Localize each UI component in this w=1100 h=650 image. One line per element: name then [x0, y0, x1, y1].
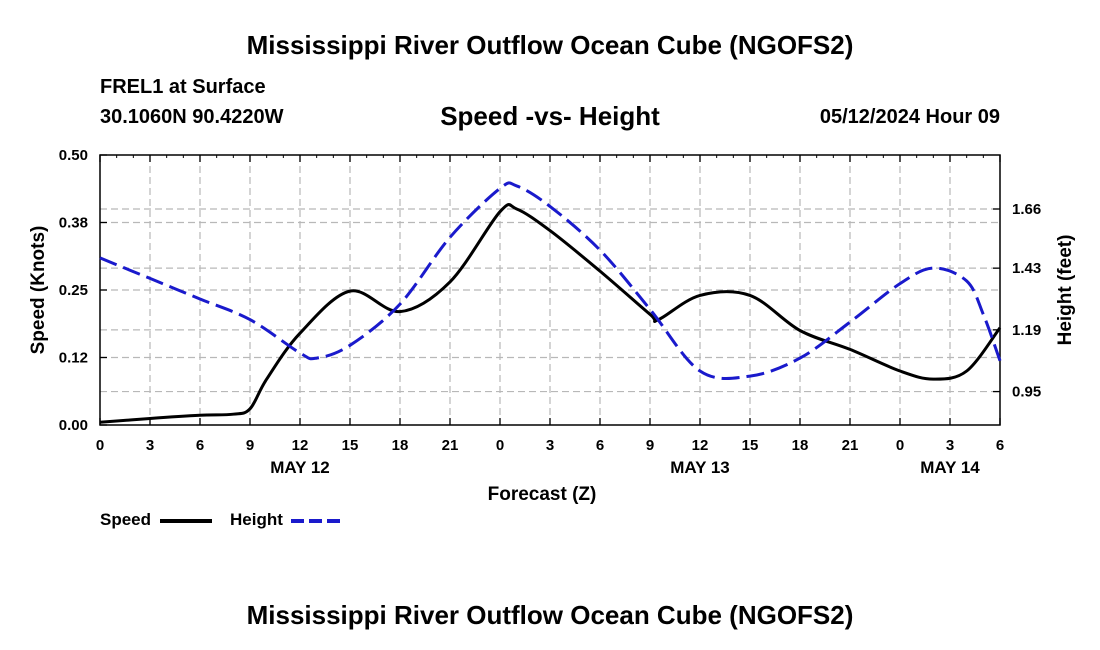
series-lines	[99, 181, 1002, 424]
x-tick-label: 3	[946, 437, 954, 454]
coordinates-label: 30.1060N 90.4220W	[100, 106, 284, 128]
x-tick-label: 18	[792, 437, 809, 454]
x-tick-label: 6	[196, 437, 204, 454]
station-label: FREL1 at Surface	[100, 76, 266, 98]
y-tick-label-left: 0.38	[59, 215, 88, 232]
x-tick-label: 21	[842, 437, 859, 454]
x-tick-label: 18	[392, 437, 409, 454]
y-tick-label-left: 0.25	[59, 282, 88, 299]
x-tick-label: 0	[496, 437, 504, 454]
x-tick-label: 6	[596, 437, 604, 454]
date-label: MAY 14	[920, 458, 980, 477]
y-tick-label-left: 0.12	[59, 350, 88, 367]
y-tick-label-left: 0.00	[59, 417, 88, 434]
y-tick-label-right: 1.19	[1012, 322, 1041, 339]
x-tick-label: 0	[96, 437, 104, 454]
y-tick-label-left: 0.50	[59, 147, 88, 164]
x-tick-label: 6	[996, 437, 1004, 454]
chart-subtitle: Speed -vs- Height	[440, 101, 660, 131]
tick-labels: 0 3 6 9 12 15 18 21 0 3 6 9 12 15 18 21 0 3 6 MAY 12 MAY 13 M…	[59, 147, 1041, 477]
legend-label-height: Height	[230, 510, 283, 529]
legend: Speed Height	[100, 510, 343, 529]
axis-ticks	[99, 154, 1001, 426]
y-axis-label-right: Height (feet)	[1055, 235, 1076, 346]
y-tick-label-right: 1.66	[1012, 201, 1041, 218]
x-axis-label: Forecast (Z)	[488, 484, 597, 505]
chart-title-bottom: Mississippi River Outflow Ocean Cube (NG…	[246, 600, 854, 630]
x-tick-label: 9	[246, 437, 254, 454]
series-line-speed	[99, 203, 1002, 424]
x-tick-label: 9	[646, 437, 654, 454]
x-tick-label: 21	[442, 437, 459, 454]
date-label: MAY 12	[270, 458, 330, 477]
legend-label-speed: Speed	[100, 510, 151, 529]
x-tick-label: 12	[692, 437, 709, 454]
x-tick-label: 3	[546, 437, 554, 454]
x-tick-label: 12	[292, 437, 309, 454]
datetime-label: 05/12/2024 Hour 09	[819, 106, 1000, 128]
y-axis-label-left: Speed (Knots)	[28, 226, 49, 355]
x-tick-label: 0	[896, 437, 904, 454]
x-tick-label: 3	[146, 437, 154, 454]
x-tick-label: 15	[342, 437, 359, 454]
y-tick-label-right: 0.95	[1012, 384, 1041, 401]
x-tick-label: 15	[742, 437, 759, 454]
series-line-height	[99, 181, 1002, 381]
y-tick-label-right: 1.43	[1012, 260, 1041, 277]
grid	[100, 155, 1000, 425]
date-label: MAY 13	[670, 458, 730, 477]
chart-title-top: Mississippi River Outflow Ocean Cube (NG…	[246, 30, 854, 60]
